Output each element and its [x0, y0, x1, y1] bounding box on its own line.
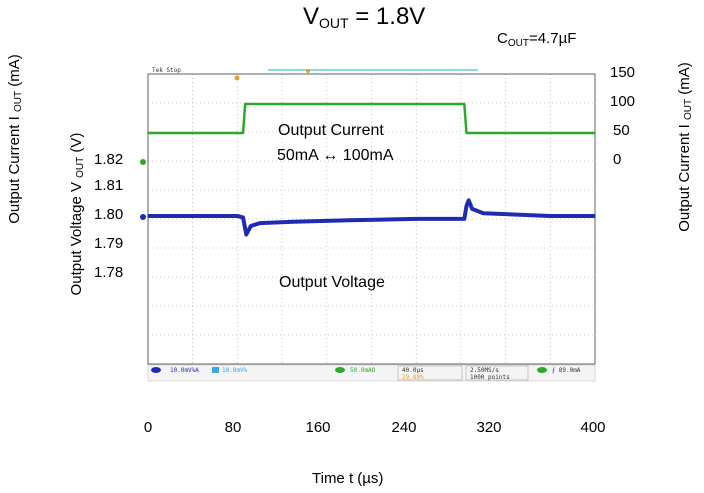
annotation-voltage: Output Voltage [279, 274, 385, 291]
scope-ch2: 10.0mV% [222, 367, 248, 374]
chart-title: VOUT = 1.8V [303, 3, 426, 31]
data-point [236, 215, 239, 217]
data-point [471, 208, 473, 210]
x-tick-label: 240 [391, 419, 417, 436]
data-point [465, 132, 468, 134]
scope-time: 40.0µs [402, 367, 424, 374]
data-point [549, 215, 552, 217]
ch4-marker [140, 159, 146, 165]
scope-rate: 2.50MS/s [470, 367, 499, 374]
scope-brand: Tek Stop [152, 67, 181, 74]
data-point [463, 103, 466, 105]
trigger-marker-2 [306, 69, 310, 73]
current-tick-label: 0 [613, 151, 622, 168]
cout-label: COUT=4.7µF [497, 30, 577, 49]
voltage-tick-label: 1.81 [94, 177, 124, 194]
series-output-current [148, 102, 595, 135]
series-output-voltage [148, 198, 595, 237]
scope-points: 1000 points [470, 374, 510, 381]
data-point [292, 220, 295, 223]
data-point [482, 212, 485, 214]
x-tick-label: 160 [305, 419, 331, 436]
scope-delay: 29.80% [402, 374, 424, 381]
current-tick-label: 50 [613, 122, 630, 139]
scope-ch1: 10.0mV%A [170, 367, 199, 374]
x-axis-label: Time t (µs) [312, 470, 384, 487]
scope-status-bar: 10.0mV%A 10.0mV% 50.0mAΩ 40.0µs 29.80% 2… [147, 364, 596, 382]
data-point [147, 132, 149, 134]
data-point [244, 103, 246, 105]
series-group [147, 102, 596, 237]
data-point [463, 218, 466, 220]
data-point [250, 225, 252, 227]
data-point [594, 215, 596, 217]
data-point [465, 205, 468, 207]
scope-trig: ⨍ 89.0mA [552, 367, 581, 374]
voltage-tick-label: 1.82 [94, 151, 124, 168]
voltage-tick-label: 1.80 [94, 206, 124, 223]
trigger-marker [234, 75, 240, 81]
data-point [516, 213, 518, 216]
data-point [242, 216, 244, 219]
data-point [594, 132, 596, 134]
annotation-current-title: Output Current [278, 122, 384, 139]
current-tick-label: 150 [610, 64, 636, 81]
current-tick-label: 100 [610, 93, 636, 110]
data-point [415, 218, 418, 220]
scope-ch4: 50.0mAΩ [350, 367, 376, 374]
x-tick-label: 80 [224, 419, 242, 436]
data-point [147, 215, 149, 217]
scope-frame [147, 73, 596, 365]
data-point [467, 199, 470, 202]
data-point [242, 132, 244, 134]
annotation-current-range: 50mA ↔ 100mA [277, 147, 394, 164]
data-point [245, 233, 248, 236]
x-tick-label: 0 [143, 419, 153, 436]
ch1-marker [140, 214, 146, 220]
data-point [348, 219, 350, 222]
voltage-tick-label: 1.79 [94, 235, 124, 252]
data-point [259, 222, 261, 224]
voltage-tick-label: 1.78 [94, 264, 124, 281]
x-tick-label: 400 [580, 419, 606, 436]
x-tick-label: 320 [476, 419, 502, 436]
